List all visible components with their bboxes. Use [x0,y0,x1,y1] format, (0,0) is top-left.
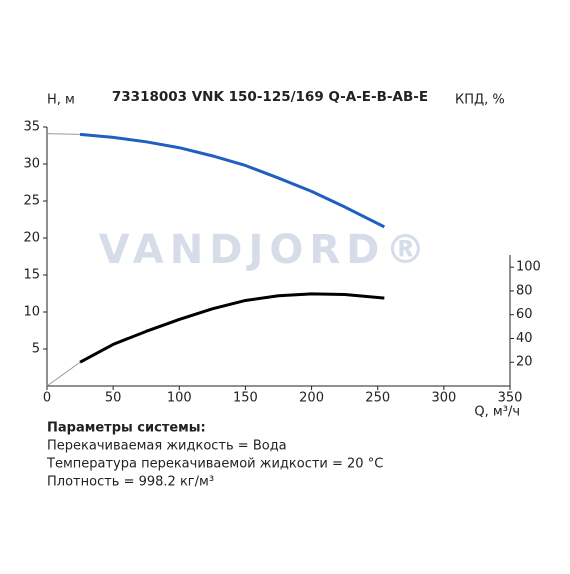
y2-tick-label: 20 [516,355,533,370]
param-line: Плотность = 998.2 кг/м³ [47,475,214,490]
y-tick-label: 5 [32,342,40,357]
y-tick-label: 35 [23,120,40,135]
curve [79,292,385,364]
x-tick-label: 250 [365,391,390,406]
y-tick-label: 30 [23,157,40,172]
chart-title: 73318003 VNK 150-125/169 Q-A-E-B-AB-E [112,89,428,105]
x-tick-label: 200 [299,391,324,406]
x-tick-label: 350 [498,391,523,406]
y2-tick-label: 60 [516,307,533,322]
x-tick-label: 0 [43,391,51,406]
x-tick-label: 300 [431,391,456,406]
curve [46,133,81,135]
curve [79,132,386,229]
param-line: Перекачиваемая жидкость = Вода [47,439,287,454]
y-tick-label: 20 [23,231,40,246]
x-tick-label: 50 [105,391,122,406]
x-axis-label: Q, м³/ч [474,405,520,420]
y2-tick-label: 40 [516,331,533,346]
param-line: Температура перекачиваемой жидкости = 20… [46,457,383,472]
params-title: Параметры системы: [47,421,206,436]
y-tick-label: 15 [23,268,40,283]
curve [46,361,81,387]
y-tick-label: 10 [23,305,40,320]
x-tick-label: 150 [233,391,258,406]
y2-axis-label: КПД, % [455,93,505,108]
x-tick-label: 100 [167,391,192,406]
y-axis-label: H, м [47,93,75,108]
y2-tick-label: 100 [516,260,541,275]
y2-tick-label: 80 [516,283,533,298]
watermark: VANDJORD® [99,227,432,273]
y-tick-label: 25 [23,194,40,209]
